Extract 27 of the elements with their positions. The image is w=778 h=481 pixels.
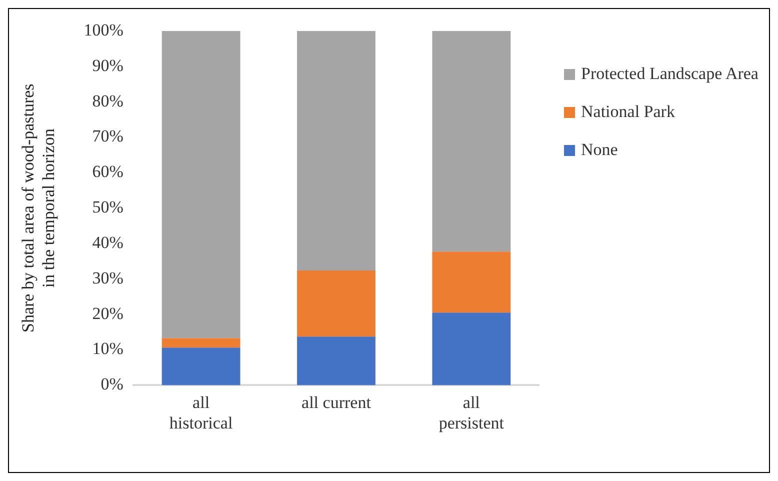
x-tick-label: all persistent xyxy=(438,392,504,432)
y-tick-label: 70% xyxy=(92,126,124,146)
x-tick-label: all current xyxy=(302,392,372,412)
legend-label: Protected Landscape Area xyxy=(581,64,758,84)
y-tick-label: 60% xyxy=(92,162,124,182)
bar xyxy=(432,312,511,386)
y-tick-label: 40% xyxy=(92,232,124,252)
y-tick-label: 80% xyxy=(92,91,124,110)
bar xyxy=(297,31,376,270)
bar xyxy=(297,270,376,337)
y-tick-label: 50% xyxy=(92,198,124,217)
bar xyxy=(432,252,511,313)
y-tick-label: 30% xyxy=(92,268,124,288)
legend-label: National Park xyxy=(581,102,675,122)
bar xyxy=(297,336,376,386)
y-tick-label: 20% xyxy=(92,304,124,323)
bar xyxy=(162,348,240,386)
bar xyxy=(432,31,511,252)
x-tick-label: all historical xyxy=(169,392,233,432)
legend-label: None xyxy=(581,140,618,160)
y-tick-label: 10% xyxy=(92,339,124,358)
y-axis-title: Share by total area of wood-pastures in the temporal horizon xyxy=(18,84,58,332)
y-tick-label: 100% xyxy=(84,20,124,40)
bar xyxy=(162,338,240,348)
y-tick-label: 90% xyxy=(92,56,124,75)
y-tick-label: 0% xyxy=(100,374,124,394)
bar xyxy=(162,31,240,338)
